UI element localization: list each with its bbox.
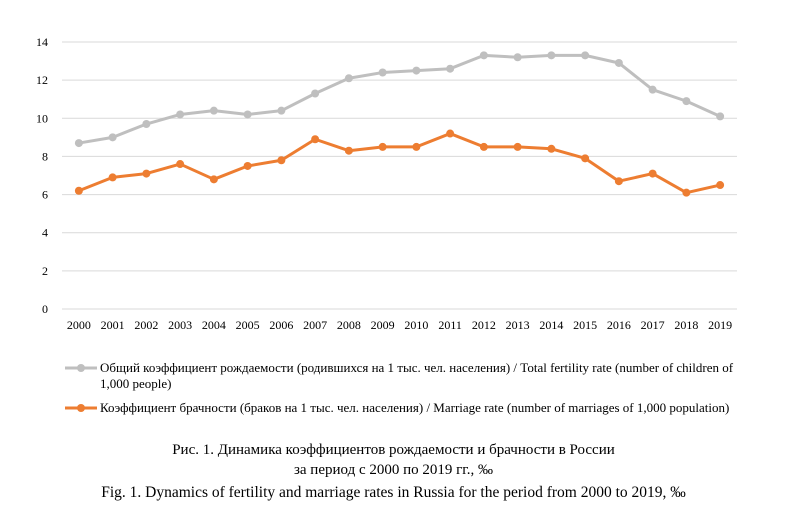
data-point-series-1-2014 [547, 144, 556, 153]
figure-caption-ru-line2: за период с 2000 по 2019 гг., ‰ [293, 462, 494, 478]
data-point-series-1-2000 [74, 186, 83, 195]
data-point-series-1-2003 [176, 160, 185, 169]
x-tick-label: 2007 [303, 318, 327, 332]
data-point-series-0-2000 [74, 139, 83, 148]
figure-caption-ru-line1: Рис. 1. Динамика коэффициентов рождаемос… [172, 442, 615, 458]
data-point-series-1-2008 [344, 146, 353, 155]
gridlines [62, 41, 737, 310]
series-line-1 [78, 132, 721, 195]
data-point-series-1-2017 [648, 169, 657, 178]
y-tick-label: 8 [42, 149, 48, 163]
series-line-0 [78, 53, 721, 145]
data-point-series-0-2010 [412, 66, 421, 75]
data-point-series-0-2002 [142, 120, 151, 129]
x-tick-label: 2006 [269, 318, 293, 332]
data-point-series-1-2011 [446, 129, 455, 138]
y-tick-label: 4 [42, 226, 48, 240]
data-point-series-1-2016 [614, 177, 623, 186]
x-tick-label: 2012 [472, 318, 496, 332]
x-tick-label: 2004 [202, 318, 226, 332]
legend-label-fertility: Общий коэффициент рождаемости (родившихс… [100, 360, 734, 391]
y-tick-label: 0 [42, 302, 48, 316]
data-point-series-1-2004 [209, 175, 218, 184]
legend-item-fertility: Общий коэффициент рождаемости (родившихс… [64, 360, 744, 392]
data-point-series-0-2003 [176, 110, 185, 119]
y-tick-label: 6 [42, 188, 48, 202]
y-tick-label: 10 [36, 111, 48, 125]
data-point-series-1-2013 [513, 142, 522, 151]
data-point-series-1-2005 [243, 161, 252, 170]
data-point-series-1-2010 [412, 142, 421, 151]
data-point-series-0-2015 [581, 51, 590, 60]
data-point-series-0-2014 [547, 51, 556, 60]
x-tick-label: 2018 [674, 318, 698, 332]
x-tick-label: 2009 [371, 318, 395, 332]
data-point-series-1-2015 [581, 154, 590, 163]
data-point-series-0-2012 [479, 51, 488, 60]
data-point-series-0-2004 [209, 106, 218, 115]
data-point-series-0-2006 [277, 106, 286, 115]
chart-legend: Общий коэффициент рождаемости (родившихс… [64, 360, 744, 416]
data-point-series-1-2006 [277, 156, 286, 165]
data-point-series-0-2013 [513, 53, 522, 62]
data-point-series-0-2016 [614, 58, 623, 67]
x-tick-label: 2005 [236, 318, 260, 332]
x-tick-label: 2019 [708, 318, 732, 332]
x-tick-label: 2008 [337, 318, 361, 332]
data-point-series-1-2001 [108, 173, 117, 182]
x-tick-label: 2016 [607, 318, 631, 332]
data-point-series-0-2018 [682, 97, 691, 106]
y-tick-label: 12 [36, 73, 48, 87]
data-point-series-0-2009 [378, 68, 387, 77]
series-lines [74, 51, 725, 197]
data-point-series-0-2007 [311, 89, 320, 98]
x-tick-label: 2011 [438, 318, 462, 332]
x-tick-label: 2000 [67, 318, 91, 332]
x-tick-label: 2014 [539, 318, 563, 332]
legend-item-marriage: Коэффициент брачности (браков на 1 тыс. … [64, 400, 744, 416]
data-point-series-0-2011 [446, 64, 455, 73]
y-tick-label: 14 [36, 35, 48, 49]
y-tick-label: 2 [42, 264, 48, 278]
legend-swatch-fertility [65, 364, 97, 372]
x-tick-label: 2017 [641, 318, 665, 332]
figure-caption-en: Fig. 1. Dynamics of fertility and marria… [101, 484, 686, 501]
data-point-series-0-2001 [108, 133, 117, 142]
x-tick-label: 2003 [168, 318, 192, 332]
data-point-series-1-2002 [142, 169, 151, 178]
x-axis-tick-labels: 2000 2001 2002 2003 2004 2005 2006 2007 2008 2009… [67, 318, 732, 332]
y-axis-tick-labels: 0 2 4 6 8 10 12 14 [36, 35, 48, 316]
data-point-series-1-2012 [479, 142, 488, 151]
legend-swatch-marriage [65, 404, 97, 412]
data-point-series-0-2019 [716, 112, 725, 121]
x-tick-label: 2015 [573, 318, 597, 332]
data-point-series-1-2018 [682, 188, 691, 197]
data-point-series-1-2009 [378, 142, 387, 151]
line-chart: 0 2 4 6 8 10 12 14 2000 2001 2002 2003 2004 2005 2006… [36, 35, 737, 332]
legend-label-marriage: Коэффициент брачности (браков на 1 тыс. … [100, 400, 730, 415]
data-point-series-1-2007 [311, 135, 320, 144]
data-point-series-0-2008 [344, 74, 353, 83]
data-point-series-0-2017 [648, 85, 657, 94]
x-tick-label: 2002 [134, 318, 158, 332]
data-point-series-0-2005 [243, 110, 252, 119]
x-tick-label: 2001 [101, 318, 125, 332]
data-point-series-1-2019 [716, 181, 725, 190]
x-tick-label: 2013 [506, 318, 530, 332]
x-tick-label: 2010 [404, 318, 428, 332]
